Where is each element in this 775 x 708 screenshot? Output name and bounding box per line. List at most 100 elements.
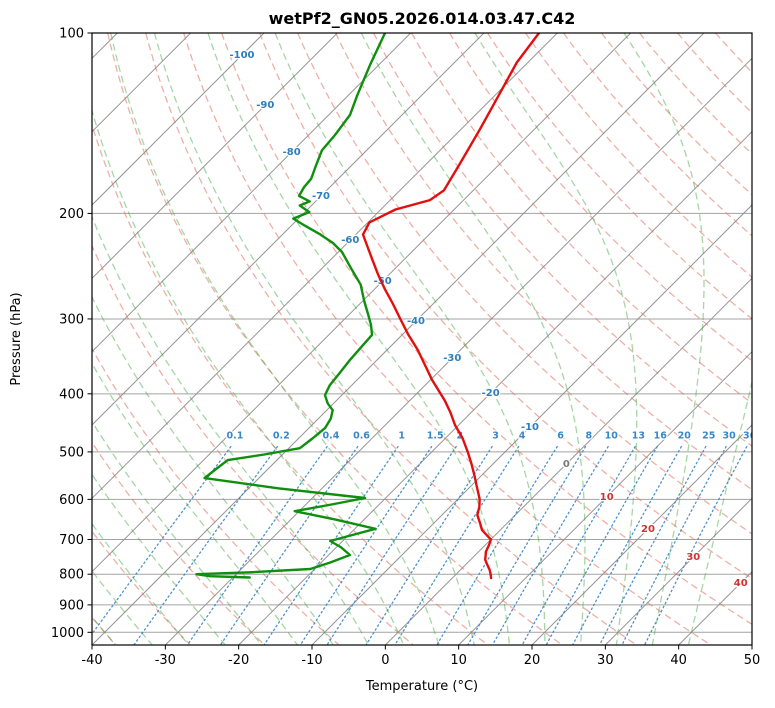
isotherm-line [92,33,558,500]
isotherm-line [604,497,752,645]
mixing-ratio-label: 1 [398,430,405,441]
mixing-ratio-label: 3 [492,430,499,441]
isotherm-label: 20 [641,524,655,535]
mixing-ratio-label: 36 [743,430,757,441]
isotherm-label: 40 [734,578,748,589]
isotherm-line [92,33,412,353]
moist-adiabat [207,33,511,645]
y-tick-label: 700 [59,533,84,548]
isotherm-line [92,33,705,645]
isotherm-line [384,277,752,645]
dewpoint-curve [195,33,387,579]
moist-adiabat-lines [92,33,752,645]
plot-frame [91,32,753,646]
isotherm-lines [92,33,752,645]
moist-adiabat [92,522,190,645]
dry-adiabat [92,244,414,645]
isotherm-label: -80 [283,147,301,158]
x-tick-label: 20 [524,653,541,668]
mixing-ratio-line [545,445,658,645]
y-tick-label: 900 [59,598,84,613]
mixing-ratio-line [365,445,493,645]
mixing-ratio-line [599,445,707,645]
mixing-ratio-line [644,445,748,645]
isotherm-label: -70 [312,191,330,202]
moist-adiabat [360,33,586,645]
mixing-ratio-label: 0.1 [226,430,243,441]
y-tick-label: 600 [59,493,84,508]
moist-adiabat [110,33,440,645]
plot-layers: -100-90-80-70-60-50-40-30-20-10010203040… [51,27,775,669]
temperature-curve [361,33,541,580]
dry-adiabat [754,33,775,644]
isotherm-line [92,33,338,280]
moist-adiabat [623,33,705,645]
mixing-ratio-label: 0.6 [353,430,370,441]
x-tick-label: 40 [670,653,687,668]
moist-adiabat [92,362,298,645]
y-tick-label: 200 [59,207,84,222]
isotherm-line [751,644,752,645]
mixing-ratio-label: 20 [678,430,692,441]
isotherm-label: -20 [482,388,500,399]
dry-adiabat [92,347,339,645]
mixing-ratio-line [187,445,328,645]
isotherm-line [92,33,632,573]
mixing-ratio-label: 0.2 [273,430,290,441]
moist-adiabat [153,33,475,645]
mixing-ratio-label: 10 [605,430,619,441]
mixing-ratio-label: 16 [654,430,668,441]
isotherm-line [238,130,752,645]
mixing-ratio-line [326,445,457,645]
isotherm-label: -10 [521,422,539,433]
isotherm-label: -30 [443,353,461,364]
y-tick-label: 300 [59,312,84,327]
dry-adiabat [562,33,752,237]
mixing-ratio-line [521,445,636,645]
axes: -40 -30 -20 -10 0 10 20 30 40 5010020030040050060… [51,27,760,669]
chart-title: wetPf2_GN05.2026.014.03.47.C42 [269,9,576,28]
dry-adiabat [487,33,752,320]
dry-adiabat [259,33,752,580]
dry-adiabat [638,33,752,155]
dry-adiabat [92,530,191,645]
mixing-ratio-label: 8 [585,430,592,441]
isotherm-label: -50 [374,276,392,287]
isotherm-label: -90 [256,100,274,111]
isotherm-label: 0 [563,459,570,470]
mixing-ratio-label: 6 [557,430,564,441]
isotherm-line [531,424,752,645]
plot-area: -100-90-80-70-60-50-40-30-20-10010203040… [92,33,775,645]
dry-adiabat [449,33,752,362]
mixing-ratio-line [263,445,399,645]
y-axis-label: Pressure (hPa) [9,292,24,385]
mixing-ratio-line [220,445,359,645]
isotherm-line [311,204,752,645]
mixing-ratio-label: 1.5 [427,430,444,441]
y-tick-label: 500 [59,445,84,460]
moist-adiabat [92,420,263,645]
mixing-ratio-line [492,445,609,645]
dry-adiabat-lines [92,33,775,645]
isotherm-label: 10 [600,492,614,503]
x-tick-label: -10 [301,653,322,668]
x-axis-label: Temperature (°C) [365,679,478,694]
moist-adiabat [92,473,226,645]
x-tick-label: 30 [597,653,614,668]
dry-adiabat [297,33,752,535]
isotherm-line [458,350,752,645]
mixing-ratio-lines [92,445,748,645]
dry-adiabat [525,33,752,278]
mixing-ratio-line [621,445,727,645]
x-tick-label: -40 [81,653,102,668]
isotherm-label: 30 [686,552,700,563]
y-tick-label: 100 [59,27,84,42]
x-tick-label: -20 [228,653,249,668]
mixing-ratio-label: 30 [722,430,736,441]
y-tick-label: 400 [59,387,84,402]
dry-adiabat [335,33,752,491]
x-tick-label: 50 [744,653,761,668]
